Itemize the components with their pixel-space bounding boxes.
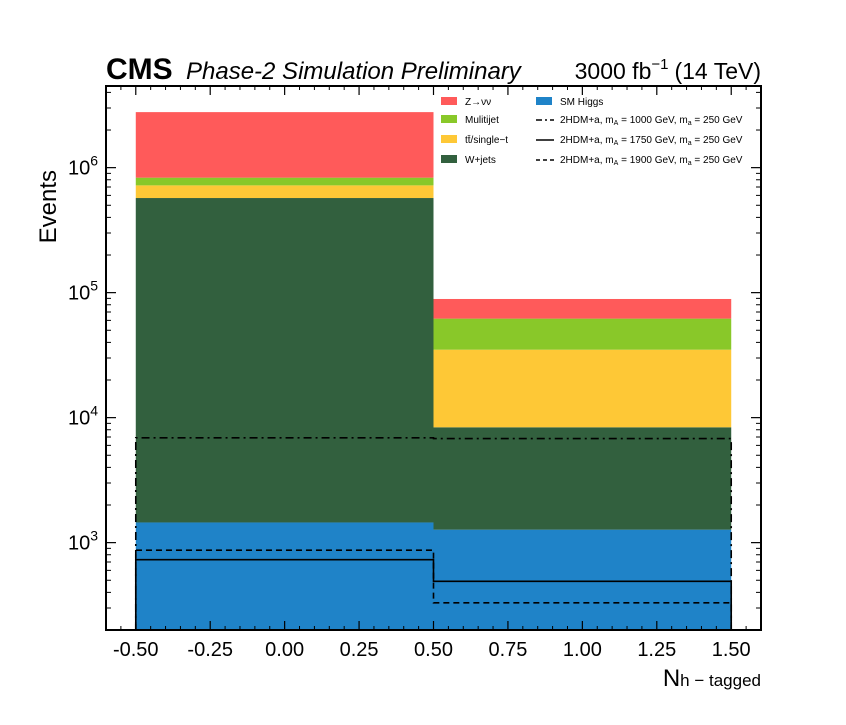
bar-4-bin-1 [433, 298, 732, 319]
y-tick-label-2: 105 [68, 278, 98, 305]
bar-2-bin-0 [135, 185, 434, 199]
bar-1-bin-1 [433, 427, 732, 530]
legend-patch-2 [441, 135, 457, 143]
legend-label-3: W+jets [465, 155, 496, 166]
x-tick-label-5: 0.75 [488, 639, 527, 661]
experiment-label: CMS [106, 53, 173, 86]
signal-lines [134, 436, 733, 630]
y-tick-label-3: 106 [68, 153, 98, 180]
bar-0-bin-1 [433, 529, 732, 630]
legend-label-2: tt̄/single−t [465, 134, 508, 146]
y-axis-label: Events [35, 170, 62, 243]
x-tick-label-0: -0.50 [113, 639, 159, 661]
legend: Z→νν Mulitijet tt̄/single−t W+jets SM Higgs 2… [441, 97, 743, 167]
luminosity-label: 3000 fb−1 (14 TeV) [575, 56, 761, 84]
legend-patch-sm-higgs [536, 97, 552, 105]
x-tick-label-3: 0.25 [340, 639, 379, 661]
legend-patch-3 [441, 155, 457, 163]
plot-frame [105, 85, 762, 631]
x-tick-label-6: 1.00 [563, 639, 602, 661]
legend-label-signal-2: 2HDM+a, mA = 1900 GeV, ma = 250 GeV [560, 155, 743, 167]
legend-label-0: Z→νν [465, 97, 491, 108]
legend-label-signal-0: 2HDM+a, mA = 1000 GeV, ma = 250 GeV [560, 115, 743, 127]
x-axis-label: Nh − tagged [663, 665, 761, 692]
bar-3-bin-0 [135, 177, 434, 186]
x-tick-label-7: 1.25 [637, 639, 676, 661]
y-tick-label-0: 103 [68, 528, 98, 555]
stack-bars [135, 112, 732, 630]
signal-line-1 [134, 558, 733, 630]
x-tick-label-4: 0.50 [414, 639, 453, 661]
bar-3-bin-1 [433, 318, 732, 350]
x-tick-label-2: 0.00 [265, 639, 304, 661]
bar-0-bin-0 [135, 522, 434, 630]
y-tick-label-1: 104 [68, 403, 98, 430]
legend-label-signal-1: 2HDM+a, mA = 1750 GeV, ma = 250 GeV [560, 135, 743, 147]
legend-patch-1 [441, 115, 457, 123]
legend-label-1: Mulitijet [465, 115, 499, 126]
bar-2-bin-1 [433, 349, 732, 428]
bar-4-bin-0 [135, 112, 434, 178]
legend-label-sm-higgs: SM Higgs [560, 97, 603, 108]
legend-patch-0 [441, 97, 457, 105]
x-tick-label-1: -0.25 [187, 639, 233, 661]
bar-1-bin-0 [135, 198, 434, 523]
chart-subtitle: Phase-2 Simulation Preliminary [186, 58, 523, 85]
x-tick-label-8: 1.50 [712, 639, 751, 661]
signal-line-0 [134, 436, 733, 630]
signal-line-2 [134, 549, 733, 630]
